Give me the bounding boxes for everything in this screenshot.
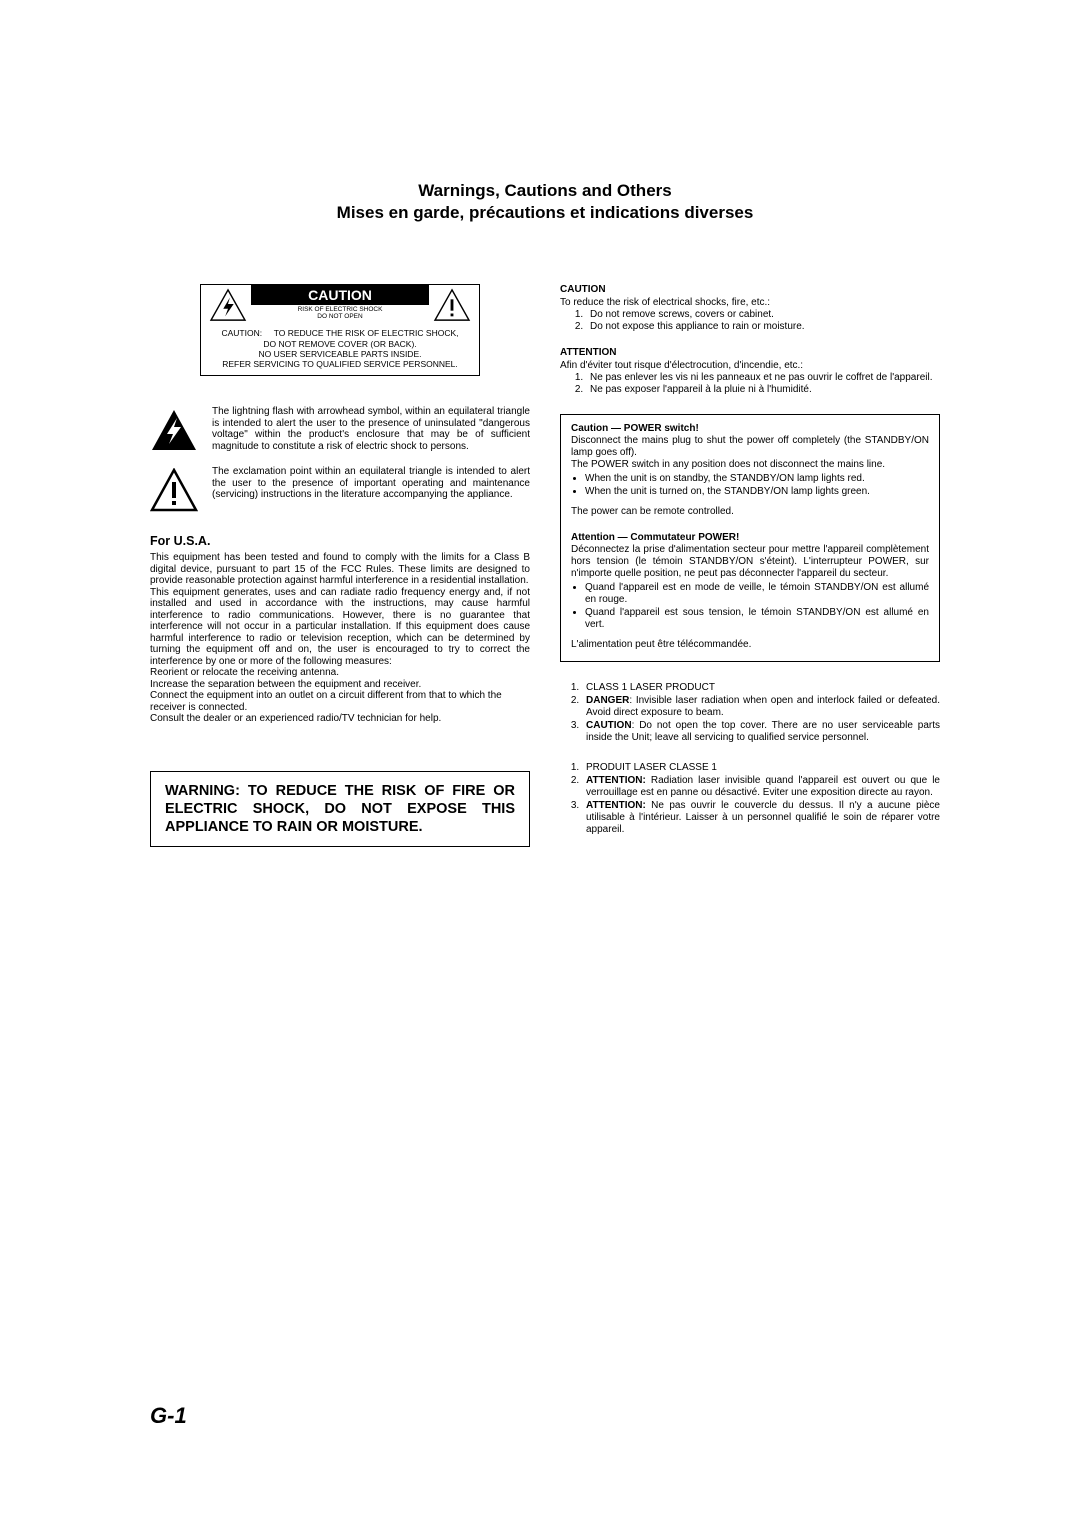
usa-p1: This equipment has been tested and found… (150, 552, 530, 586)
rc-caution-list: Do not remove screws, covers or cabinet.… (560, 309, 940, 333)
caution-strip: CAUTION RISK OF ELECTRIC SHOCK DO NOT OP… (201, 285, 479, 324)
rc-caution-intro: To reduce the risk of electrical shocks,… (560, 297, 770, 308)
page-title: Warnings, Cautions and Others Mises en g… (150, 180, 940, 224)
caution-sub2: DO NOT OPEN (247, 313, 433, 320)
caution-fine-l1: TO REDUCE THE RISK OF ELECTRIC SHOCK, (274, 328, 459, 338)
exclamation-triangle-icon (150, 468, 198, 512)
usa-p2: This equipment generates, uses and can r… (150, 587, 530, 667)
rc-att-1: Ne pas enlever les vis ni les panneaux e… (586, 372, 940, 384)
usa-m2: Increase the separation between the equi… (150, 679, 421, 690)
caution-fine-l2: DO NOT REMOVE COVER (OR BACK). (263, 339, 416, 349)
laser-en-1: CLASS 1 LASER PRODUCT (582, 682, 940, 694)
laser-fr-2: ATTENTION: Radiation laser invisible qua… (582, 775, 940, 799)
rc-att-list: Ne pas enlever les vis ni les panneaux e… (560, 372, 940, 396)
rc-att-body: Afin d'éviter tout risque d'électrocutio… (560, 360, 940, 396)
pwr-en-b2: When the unit is turned on, the STANDBY/… (585, 486, 929, 498)
left-column: CAUTION RISK OF ELECTRIC SHOCK DO NOT OP… (150, 284, 530, 854)
caution-sub1: RISK OF ELECTRIC SHOCK (247, 306, 433, 313)
pwr-en-1: Disconnect the mains plug to shut the po… (571, 435, 929, 459)
usa-m4: Consult the dealer or an experienced rad… (150, 713, 441, 724)
exclamation-triangle-icon (433, 288, 471, 322)
rc-caution-2: Do not expose this appliance to rain or … (586, 321, 940, 333)
pwr-fr-b1: Quand l'appareil est en mode de veille, … (585, 582, 929, 606)
caution-box: CAUTION RISK OF ELECTRIC SHOCK DO NOT OP… (200, 284, 480, 376)
caution-sub: RISK OF ELECTRIC SHOCK DO NOT OPEN (247, 305, 433, 324)
pwr-fr-2: L'alimentation peut être télécommandée. (571, 639, 929, 651)
usa-body: This equipment has been tested and found… (150, 552, 530, 725)
pwr-fr-bullets: Quand l'appareil est en mode de veille, … (571, 582, 929, 631)
caution-fine-l4: REFER SERVICING TO QUALIFIED SERVICE PER… (222, 359, 458, 369)
columns: CAUTION RISK OF ELECTRIC SHOCK DO NOT OP… (150, 284, 940, 854)
warning-box: WARNING: TO REDUCE THE RISK OF FIRE OR E… (150, 771, 530, 847)
usa-m3: Connect the equipment into an outlet on … (150, 690, 502, 713)
rc-caution-1: Do not remove screws, covers or cabinet. (586, 309, 940, 321)
power-box: Caution — POWER switch! Disconnect the m… (560, 414, 940, 662)
excl-symbol-text: The exclamation point within an equilate… (212, 466, 530, 512)
rc-att-2: Ne pas exposer l'appareil à la pluie ni … (586, 384, 940, 396)
laser-en-3-text: : Do not open the top cover. There are n… (586, 720, 940, 743)
bolt-symbol-row: The lightning flash with arrowhead symbo… (150, 406, 530, 452)
usa-heading: For U.S.A. (150, 534, 530, 548)
laser-en-3: CAUTION: Do not open the top cover. Ther… (582, 720, 940, 744)
laser-fr-2-bold: ATTENTION: (586, 775, 646, 786)
title-fr: Mises en garde, précautions et indicatio… (150, 202, 940, 224)
bolt-triangle-icon (150, 408, 198, 452)
rc-att-intro: Afin d'éviter tout risque d'électrocutio… (560, 360, 803, 371)
page: Warnings, Cautions and Others Mises en g… (0, 0, 1080, 854)
pwr-en-3: The power can be remote controlled. (571, 506, 929, 518)
laser-en-2-text: : Invisible laser radiation when open an… (586, 695, 940, 718)
caution-fine-print: CAUTION: TO REDUCE THE RISK OF ELECTRIC … (201, 324, 479, 375)
rc-caution-body: To reduce the risk of electrical shocks,… (560, 297, 940, 333)
laser-fr-1: PRODUIT LASER CLASSE 1 (582, 762, 940, 774)
pwr-en-2: The POWER switch in any position does no… (571, 459, 929, 471)
title-en: Warnings, Cautions and Others (150, 180, 940, 202)
caution-fine-prefix: CAUTION: (221, 328, 271, 338)
pwr-en-bullets: When the unit is on standby, the STANDBY… (571, 473, 929, 498)
rc-caution-head: CAUTION (560, 284, 940, 295)
rc-att-head: ATTENTION (560, 347, 940, 358)
usa-m1: Reorient or relocate the receiving anten… (150, 667, 339, 678)
excl-symbol-row: The exclamation point within an equilate… (150, 466, 530, 512)
caution-fine-l3: NO USER SERVICEABLE PARTS INSIDE. (259, 349, 422, 359)
laser-en-2-bold: DANGER (586, 695, 629, 706)
laser-list-fr: PRODUIT LASER CLASSE 1 ATTENTION: Radiat… (560, 762, 940, 836)
laser-en-2: DANGER: Invisible laser radiation when o… (582, 695, 940, 719)
pwr-fr-1: Déconnectez la prise d'alimentation sect… (571, 544, 929, 580)
pwr-fr-b2: Quand l'appareil est sous tension, le té… (585, 607, 929, 631)
laser-list-en: CLASS 1 LASER PRODUCT DANGER: Invisible … (560, 682, 940, 744)
laser-en-3-bold: CAUTION (586, 720, 632, 731)
pwr-fr-head: Attention — Commutateur POWER! (571, 532, 929, 544)
pwr-en-b1: When the unit is on standby, the STANDBY… (585, 473, 929, 485)
bolt-triangle-icon (209, 288, 247, 322)
caution-label: CAUTION (251, 285, 429, 305)
laser-fr-3: ATTENTION: Ne pas ouvrir le couvercle du… (582, 800, 940, 836)
pwr-en-head: Caution — POWER switch! (571, 423, 929, 435)
bolt-symbol-text: The lightning flash with arrowhead symbo… (212, 406, 530, 452)
laser-fr-3-bold: ATTENTION: (586, 800, 646, 811)
usa-measures: Reorient or relocate the receiving anten… (150, 667, 530, 725)
right-column: CAUTION To reduce the risk of electrical… (560, 284, 940, 854)
page-number: G-1 (150, 1403, 187, 1429)
caution-label-wrap: CAUTION RISK OF ELECTRIC SHOCK DO NOT OP… (247, 285, 433, 324)
